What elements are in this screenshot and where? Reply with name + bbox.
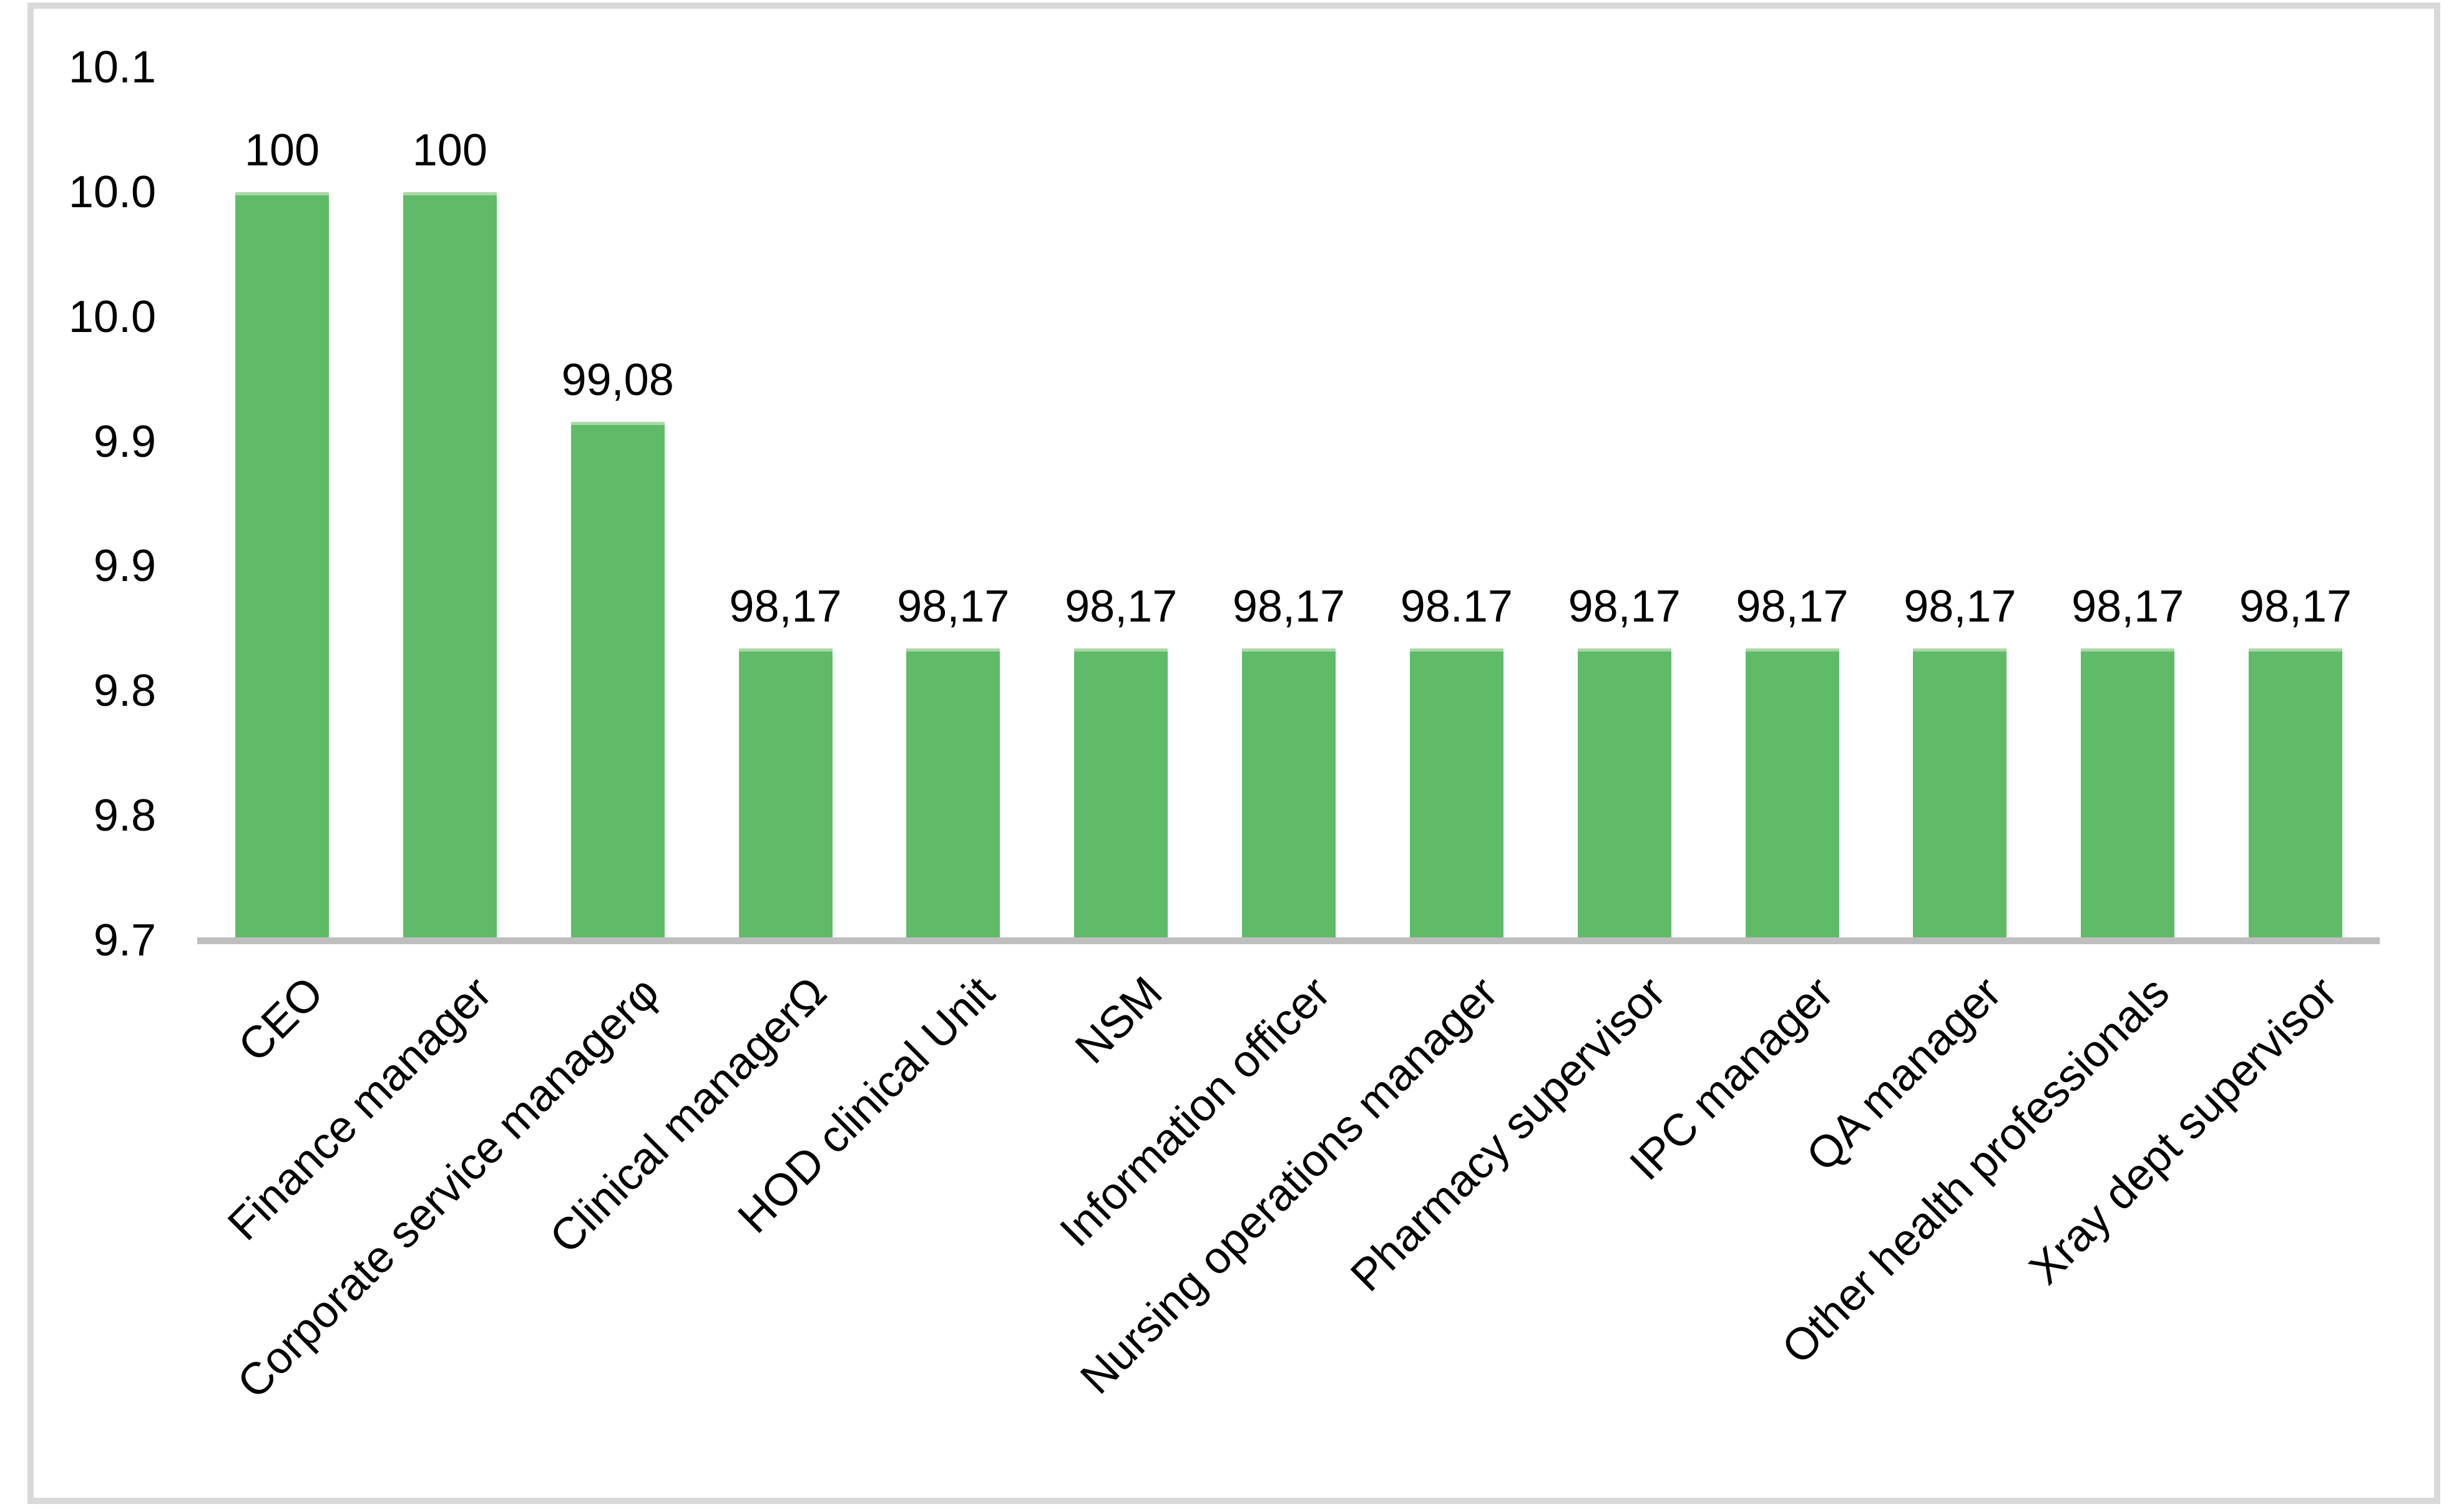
bar xyxy=(1577,648,1671,940)
x-category-label: NSM xyxy=(1066,967,1172,1073)
y-tick-label: 10.1 xyxy=(68,42,156,92)
y-tick-label: 10.0 xyxy=(68,167,156,217)
bar xyxy=(1913,648,2007,940)
bar xyxy=(1409,648,1503,940)
x-category-label: Clinical managerΩ xyxy=(540,967,837,1263)
bar xyxy=(1745,648,1839,940)
y-tick-label: 10.0 xyxy=(68,291,156,342)
bar-value-label: 98,17 xyxy=(729,582,842,632)
bar-value-label: 98,17 xyxy=(2239,582,2352,632)
bar-value-label: 98,17 xyxy=(1736,582,1849,632)
bar xyxy=(570,421,665,940)
bar-value-label: 98,17 xyxy=(1065,582,1178,632)
bar xyxy=(906,648,1000,940)
bar-value-label: 98,17 xyxy=(2071,582,2184,632)
bar xyxy=(1242,648,1336,940)
bar-value-label: 98,17 xyxy=(1232,582,1346,632)
x-category-label: Pharmacy supervisor xyxy=(1341,967,1676,1301)
bar-value-label: 98,17 xyxy=(1568,582,1681,632)
x-category-label: Xray dept supervisor xyxy=(2020,967,2347,1294)
bar-value-label: 100 xyxy=(412,125,487,175)
bar-value-label: 98,17 xyxy=(897,582,1010,632)
y-tick-label: 9.8 xyxy=(93,666,156,716)
bar-value-label: 99,08 xyxy=(561,354,674,405)
bar-value-label: 100 xyxy=(244,125,320,175)
bar xyxy=(2249,648,2342,940)
bar xyxy=(235,192,329,940)
y-tick-label: 9.9 xyxy=(93,541,156,592)
x-category-label: CEO xyxy=(228,967,333,1072)
x-axis-line xyxy=(197,937,2380,944)
bar xyxy=(738,648,833,940)
bar-value-label: 98.17 xyxy=(1400,582,1513,632)
bar xyxy=(403,192,497,940)
bar xyxy=(1074,648,1168,940)
bar xyxy=(2081,648,2175,940)
bar-value-label: 98,17 xyxy=(1904,582,2017,632)
y-tick-label: 9.8 xyxy=(93,791,156,841)
y-tick-label: 9.9 xyxy=(93,416,156,467)
y-tick-label: 9.7 xyxy=(93,916,156,965)
